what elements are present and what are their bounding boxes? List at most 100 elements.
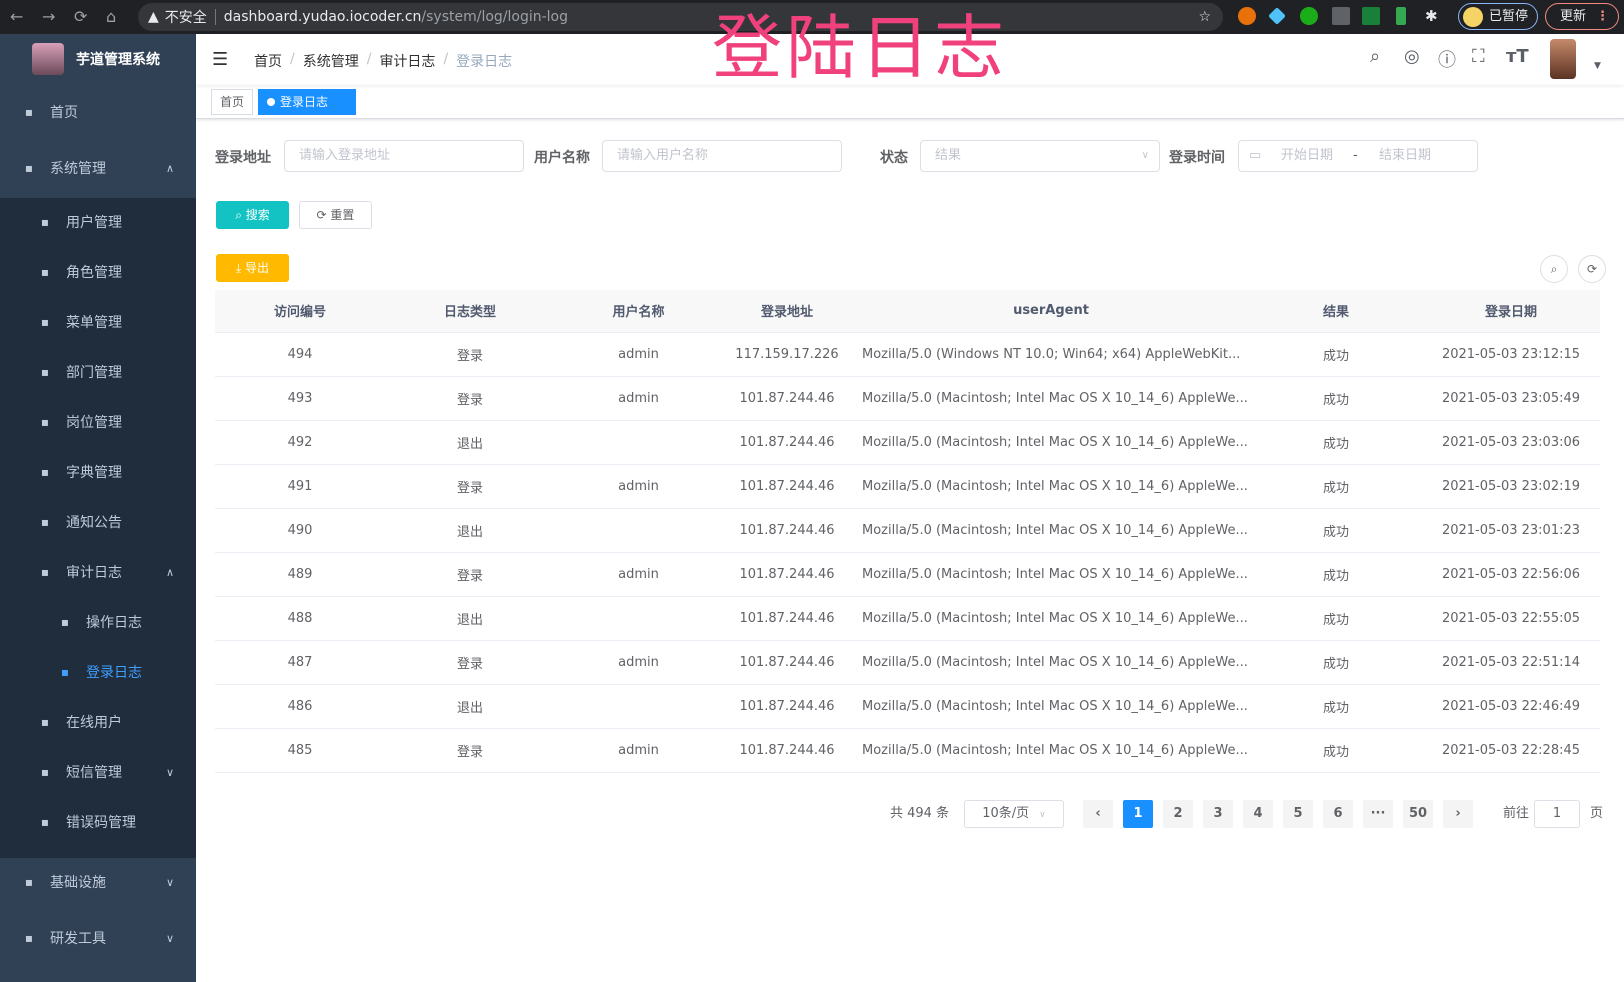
column-header[interactable]: 日志类型 [385, 290, 555, 333]
breadcrumb-item[interactable]: 系统管理 [302, 54, 359, 70]
tag-close-icon[interactable]: × [275, 119, 286, 133]
table-row[interactable]: 489 登录 admin 101.87.244.46 Mozilla/5.0 (Maci… [215, 552, 1600, 597]
tag-home[interactable]: 首页 [211, 89, 254, 115]
table-row[interactable]: 487 登录 admin 101.87.244.46 Mozilla/5.0 (Maci… [215, 640, 1600, 685]
sidebar-item-6[interactable]: ▪ 岗位管理 [0, 397, 196, 447]
page-button[interactable]: 50 [1403, 800, 1433, 828]
start-date[interactable]: 开始日期 [1281, 148, 1334, 163]
column-header[interactable]: 结果 [1250, 290, 1422, 333]
page-size-select[interactable]: 10条/页 ∨ [964, 800, 1064, 828]
back-button[interactable]: ← [10, 7, 24, 26]
profile-button[interactable]: 已暂停 [1458, 3, 1538, 30]
next-page-button[interactable]: › [1443, 800, 1473, 828]
search-button[interactable]: ⌕ 搜索 [216, 201, 289, 229]
end-date[interactable]: 结束日期 [1379, 148, 1432, 163]
page-button[interactable]: 4 [1243, 800, 1273, 828]
username-input[interactable]: 请输入用户名称 [602, 140, 842, 172]
status-select[interactable]: 结果 ∨ [920, 140, 1160, 172]
breadcrumb-item[interactable]: 首页 [254, 54, 282, 70]
extension-icon[interactable] [1332, 7, 1350, 25]
column-header[interactable]: userAgent [852, 290, 1250, 333]
page-button[interactable]: ··· [1363, 800, 1393, 828]
caret-down-icon[interactable]: ▼ [1594, 61, 1601, 71]
column-header[interactable]: 访问编号 [215, 290, 385, 333]
sidebar-item-10[interactable]: ▪ 操作日志 [0, 597, 196, 647]
search-icon[interactable]: ⌕ [1370, 46, 1381, 67]
prev-page-button[interactable]: ‹ [1083, 800, 1113, 828]
sidebar-item-0[interactable]: ▪ 首页 [0, 87, 196, 137]
reset-button[interactable]: ⟳ 重置 [299, 201, 372, 229]
column-header[interactable]: 登录地址 [722, 290, 852, 333]
sidebar-item-2[interactable]: ▪ 用户管理 [0, 197, 196, 247]
app-logo[interactable]: 芋道管理系统 [0, 34, 196, 84]
hamburger-icon[interactable]: ☰ [212, 49, 229, 70]
sidebar-item-12[interactable]: ▪ 在线用户 [0, 697, 196, 747]
column-header[interactable]: 登录日期 [1422, 290, 1600, 333]
sidebar-item-11[interactable]: ▪ 登录日志 [0, 647, 196, 697]
update-button[interactable]: 更新 ⋮ [1545, 3, 1619, 30]
table-row[interactable]: 486 退出 101.87.244.46 Mozilla/5.0 (Macintosh… [215, 684, 1600, 729]
user-avatar[interactable] [1550, 39, 1576, 79]
extension-icon[interactable] [1268, 7, 1286, 25]
sidebar-item-5[interactable]: ▪ 部门管理 [0, 347, 196, 397]
fullscreen-icon[interactable]: ⛶ [1472, 46, 1485, 67]
sidebar-item-9[interactable]: ▪ 审计日志 ∧ [0, 547, 196, 597]
breadcrumb-item[interactable]: 审计日志 [379, 54, 436, 70]
table-row[interactable]: 492 退出 101.87.244.46 Mozilla/5.0 (Macintosh… [215, 420, 1600, 465]
page-button[interactable]: 2 [1163, 800, 1193, 828]
table-row[interactable]: 491 登录 admin 101.87.244.46 Mozilla/5.0 (Maci… [215, 464, 1600, 509]
table-row[interactable]: 485 登录 admin 101.87.244.46 Mozilla/5.0 (Maci… [215, 728, 1600, 773]
table-cell: Mozilla/5.0 (Macintosh; Intel Mac OS X 1… [852, 464, 1250, 509]
forward-button[interactable]: → [42, 7, 56, 26]
table-row[interactable]: 493 登录 admin 101.87.244.46 Mozilla/5.0 (Maci… [215, 376, 1600, 421]
address-bar[interactable]: ▲ 不安全 dashboard.yudao.iocoder.cn/system/… [138, 3, 1223, 31]
page-button[interactable]: 6 [1323, 800, 1353, 828]
help-icon[interactable]: ⓘ [1438, 50, 1456, 71]
reload-button[interactable]: ⟳ [74, 7, 88, 26]
sidebar-item-3[interactable]: ▪ 角色管理 [0, 247, 196, 297]
extension-icon[interactable] [1300, 7, 1318, 25]
sidebar-item-13[interactable]: ▪ 短信管理 ∨ [0, 747, 196, 797]
extension-icon[interactable] [1362, 7, 1380, 25]
message-icon: ▪ [40, 515, 50, 529]
post-icon: ▪ [40, 415, 50, 429]
home-button[interactable]: ⌂ [106, 7, 117, 26]
sidebar-item-15[interactable]: ▪ 基础设施 ∨ [0, 857, 196, 907]
table-row[interactable]: 488 退出 101.87.244.46 Mozilla/5.0 (Macintosh… [215, 596, 1600, 641]
tree-table-icon: ▪ [40, 315, 50, 329]
sidebar-item-1[interactable]: ▪ 系统管理 ∧ [0, 143, 196, 193]
table-row[interactable]: 490 退出 101.87.244.46 Mozilla/5.0 (Macintosh… [215, 508, 1600, 553]
column-header[interactable]: 用户名称 [555, 290, 722, 333]
table-row[interactable]: 494 登录 admin 117.159.17.226 Mozilla/5.0 (Win… [215, 332, 1600, 377]
sidebar-item-16[interactable]: ▪ 研发工具 ∨ [0, 913, 196, 963]
page-button[interactable]: 3 [1203, 800, 1233, 828]
font-size-icon[interactable]: тT [1506, 46, 1529, 67]
page-button[interactable]: 1 [1123, 800, 1153, 828]
table-cell: 490 [215, 508, 385, 553]
sidebar-item-label: 登录日志 [86, 665, 142, 681]
github-icon[interactable]: ◎ [1404, 46, 1420, 67]
table-cell: 492 [215, 420, 385, 465]
export-button[interactable]: ⤓ 导出 [216, 254, 289, 282]
sidebar-item-4[interactable]: ▪ 菜单管理 [0, 297, 196, 347]
toggle-search-icon[interactable]: ⌕ [1540, 255, 1568, 283]
reset-button-label: 重置 [330, 208, 355, 222]
goto-page-input[interactable]: 1 [1534, 800, 1580, 828]
refresh-icon[interactable]: ⟳ [1578, 255, 1606, 283]
sidebar-item-14[interactable]: ▪ 错误码管理 [0, 797, 196, 847]
extension-icon[interactable] [1238, 7, 1256, 25]
date-range-picker[interactable]: ▭ 开始日期 - 结束日期 [1238, 140, 1478, 172]
sidebar-item-7[interactable]: ▪ 字典管理 [0, 447, 196, 497]
table-cell: 成功 [1250, 508, 1422, 553]
sidebar-item-label: 角色管理 [66, 265, 122, 281]
login-address-input[interactable]: 请输入登录地址 [284, 140, 524, 172]
puzzle-icon[interactable]: ✱ [1425, 7, 1438, 25]
table-cell: 2021-05-03 23:05:49 [1422, 376, 1600, 421]
extension-icon[interactable] [1396, 7, 1406, 25]
bookmark-star-icon[interactable]: ☆ [1198, 9, 1211, 25]
page-button[interactable]: 5 [1283, 800, 1313, 828]
sidebar-item-8[interactable]: ▪ 通知公告 [0, 497, 196, 547]
export-button-label: 导出 [245, 261, 270, 275]
table-cell: 2021-05-03 23:01:23 [1422, 508, 1600, 553]
tag-login-log[interactable]: 登录日志 × [258, 89, 356, 133]
